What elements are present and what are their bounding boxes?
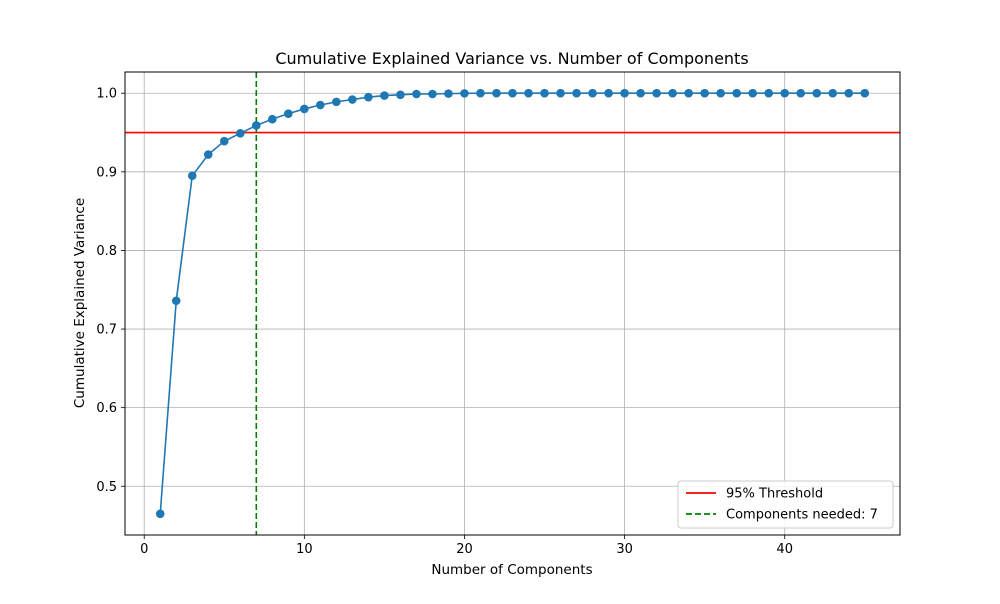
data-point xyxy=(187,171,197,181)
data-point xyxy=(764,88,773,98)
data-point xyxy=(492,88,501,98)
x-tick-label: 10 xyxy=(296,542,313,557)
legend-threshold-label: 95% Threshold xyxy=(726,487,823,502)
data-point xyxy=(332,97,341,107)
x-tick-label: 30 xyxy=(616,542,633,557)
data-point xyxy=(203,150,213,159)
data-point xyxy=(780,88,790,98)
y-tick-label: 0.8 xyxy=(96,244,117,259)
data-point xyxy=(348,95,357,104)
x-axis-label: Number of Components xyxy=(431,562,592,578)
data-point xyxy=(364,92,373,102)
data-point xyxy=(460,89,469,98)
data-point xyxy=(235,129,245,138)
data-point xyxy=(155,509,165,519)
data-point xyxy=(252,121,261,130)
legend-components-label: Components needed: 7 xyxy=(726,508,878,523)
data-point xyxy=(604,88,613,98)
data-point xyxy=(380,91,389,100)
series xyxy=(155,88,870,519)
y-tick-label: 0.6 xyxy=(96,401,117,416)
data-point xyxy=(652,88,661,98)
y-tick-label: 0.5 xyxy=(96,480,117,495)
data-point xyxy=(828,88,838,98)
data-point xyxy=(812,88,822,98)
data-point xyxy=(268,114,277,124)
reference-lines xyxy=(125,72,900,535)
data-point xyxy=(428,89,437,99)
data-point xyxy=(171,296,181,306)
axis-ticks: 0 10 20 30 40 0.5 0.6 0.7 0.8 0.9 1.0 xyxy=(96,87,793,557)
data-point xyxy=(636,88,645,98)
data-point xyxy=(668,88,677,98)
data-point xyxy=(620,88,629,98)
data-point xyxy=(572,88,581,98)
x-tick-label: 20 xyxy=(456,542,473,557)
plot-frame xyxy=(124,71,901,536)
y-tick-label: 1.0 xyxy=(96,87,117,102)
data-point xyxy=(219,136,229,146)
data-point xyxy=(844,88,854,98)
data-point xyxy=(284,109,293,118)
data-point xyxy=(796,88,806,98)
data-point xyxy=(300,104,309,114)
data-point xyxy=(716,88,725,98)
data-point xyxy=(684,88,693,98)
data-point xyxy=(556,88,565,98)
y-axis-label: Cumulative Explained Variance xyxy=(72,198,88,408)
data-point xyxy=(540,88,549,98)
legend-box xyxy=(677,480,894,529)
data-point xyxy=(508,88,517,98)
data-point xyxy=(444,89,453,98)
data-point xyxy=(316,100,325,110)
y-tick-label: 0.9 xyxy=(96,165,117,180)
data-point xyxy=(396,90,405,100)
data-point xyxy=(700,88,709,98)
y-tick-label: 0.7 xyxy=(96,323,117,338)
x-tick-label: 0 xyxy=(140,542,148,557)
data-point xyxy=(732,88,741,98)
data-point xyxy=(412,89,421,99)
chart-title: Cumulative Explained Variance vs. Number… xyxy=(275,49,748,68)
data-point xyxy=(524,88,533,98)
data-point xyxy=(476,88,485,98)
x-tick-label: 40 xyxy=(776,542,793,557)
legend: 95% Threshold Components needed: 7 xyxy=(677,480,894,529)
data-point xyxy=(860,88,870,98)
data-point xyxy=(588,88,597,98)
data-point xyxy=(748,88,757,98)
